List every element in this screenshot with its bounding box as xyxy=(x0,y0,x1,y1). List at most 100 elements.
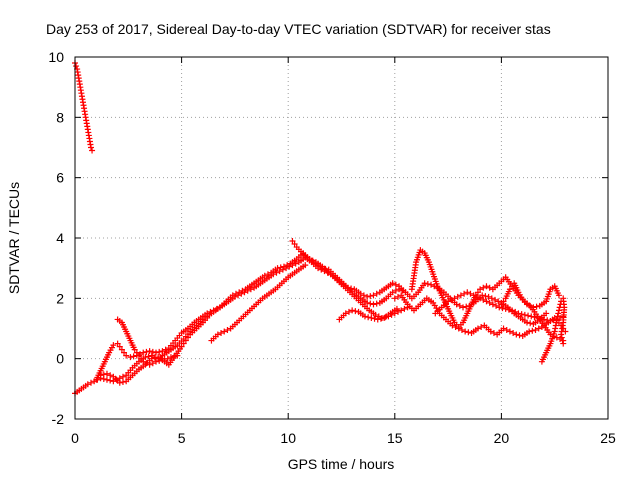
data-point xyxy=(103,370,110,377)
data-point xyxy=(87,144,94,151)
data-point xyxy=(523,301,530,308)
data-point xyxy=(460,304,467,311)
data-point xyxy=(371,315,378,322)
data-point xyxy=(221,328,228,335)
data-point xyxy=(123,352,130,359)
data-point xyxy=(367,293,374,300)
data-point xyxy=(370,292,377,299)
data-point xyxy=(207,308,214,315)
data-point xyxy=(151,354,158,361)
data-point xyxy=(232,290,239,297)
data-point xyxy=(473,293,480,300)
grid xyxy=(75,57,608,419)
data-point xyxy=(277,264,284,271)
data-point xyxy=(182,337,189,344)
data-point xyxy=(284,262,291,269)
data-point xyxy=(500,298,507,305)
data-point xyxy=(513,331,520,338)
x-tick-label: 10 xyxy=(280,430,296,446)
data-point xyxy=(555,292,562,299)
data-point xyxy=(370,301,377,308)
axis-ticks: 0 5 10 15 20 25 -2 0 2 4 6 8 10 xyxy=(48,49,616,446)
data-point xyxy=(521,311,528,318)
data-point xyxy=(527,302,534,309)
data-point xyxy=(477,286,484,293)
y-tick-label: 8 xyxy=(56,109,64,125)
data-point xyxy=(97,372,104,379)
data-point xyxy=(547,317,554,324)
data-point xyxy=(103,376,110,383)
sat-track-early xyxy=(72,60,96,154)
sat-track-d xyxy=(208,262,309,344)
data-point xyxy=(458,327,465,334)
data-point xyxy=(229,292,236,299)
data-point xyxy=(143,348,150,355)
data-point xyxy=(142,354,149,361)
data-point xyxy=(516,332,523,339)
data-point xyxy=(558,334,565,341)
data-point xyxy=(534,314,541,321)
data-point xyxy=(483,298,490,305)
data-point xyxy=(454,293,461,300)
data-point xyxy=(451,295,458,302)
data-point xyxy=(464,289,471,296)
data-point xyxy=(345,308,352,315)
data-point xyxy=(116,379,123,386)
data-point xyxy=(544,317,551,324)
sat-track-i xyxy=(538,295,568,365)
data-point xyxy=(505,306,512,313)
data-point xyxy=(502,305,509,312)
data-point xyxy=(149,348,156,355)
data-point xyxy=(489,301,496,308)
data-point xyxy=(224,327,231,334)
data-point xyxy=(135,352,142,359)
data-point xyxy=(554,313,561,320)
data-point xyxy=(289,238,296,245)
data-point xyxy=(352,308,359,315)
data-point xyxy=(382,314,389,321)
data-point xyxy=(467,290,474,297)
data-point xyxy=(392,281,399,288)
data-series xyxy=(72,60,569,397)
data-point xyxy=(456,302,463,309)
y-tick-label: 4 xyxy=(56,230,64,246)
data-point xyxy=(167,354,174,361)
data-point xyxy=(452,323,459,330)
data-point xyxy=(389,280,396,287)
data-point xyxy=(145,353,152,360)
y-tick-label: 10 xyxy=(48,49,64,65)
data-point xyxy=(146,348,153,355)
data-point xyxy=(218,330,225,337)
x-tick-label: 25 xyxy=(600,430,616,446)
data-point xyxy=(449,322,456,329)
data-point xyxy=(367,300,374,307)
data-point xyxy=(506,328,513,335)
data-point xyxy=(116,343,123,350)
data-point xyxy=(342,310,349,317)
data-point xyxy=(148,355,155,362)
data-point xyxy=(365,314,372,321)
data-point xyxy=(84,381,91,388)
data-point xyxy=(364,293,371,300)
data-point xyxy=(510,330,517,337)
data-point xyxy=(515,310,522,317)
data-point xyxy=(535,325,542,332)
data-point xyxy=(500,325,507,332)
sat-track-l xyxy=(498,280,562,311)
data-point xyxy=(184,334,191,341)
data-point xyxy=(153,349,160,356)
data-point xyxy=(247,286,254,293)
data-point xyxy=(373,300,380,307)
data-point xyxy=(121,349,128,356)
data-point xyxy=(560,340,567,347)
data-point xyxy=(119,373,126,380)
data-point xyxy=(273,269,280,276)
data-point xyxy=(421,280,428,287)
data-point xyxy=(291,241,298,248)
data-point xyxy=(394,293,401,300)
data-point xyxy=(133,349,140,356)
data-point xyxy=(364,299,371,306)
y-tick-label: -2 xyxy=(52,411,65,427)
data-point xyxy=(174,352,181,359)
data-point xyxy=(210,307,217,314)
